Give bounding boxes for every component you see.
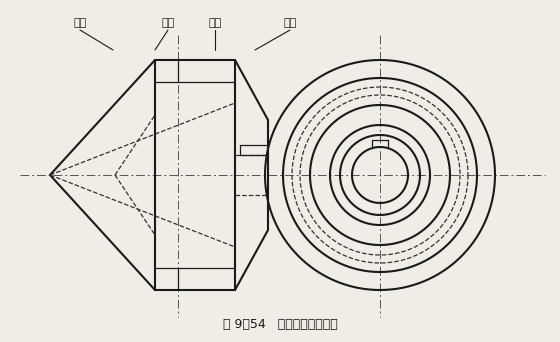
Text: 前锥: 前锥: [73, 18, 87, 28]
Text: 图 9－54   锥齿轮坯的两视图: 图 9－54 锥齿轮坯的两视图: [223, 317, 337, 330]
Text: 正锥: 正锥: [161, 18, 175, 28]
Text: 圆柱: 圆柱: [283, 18, 297, 28]
Text: 背锥: 背锥: [208, 18, 222, 28]
